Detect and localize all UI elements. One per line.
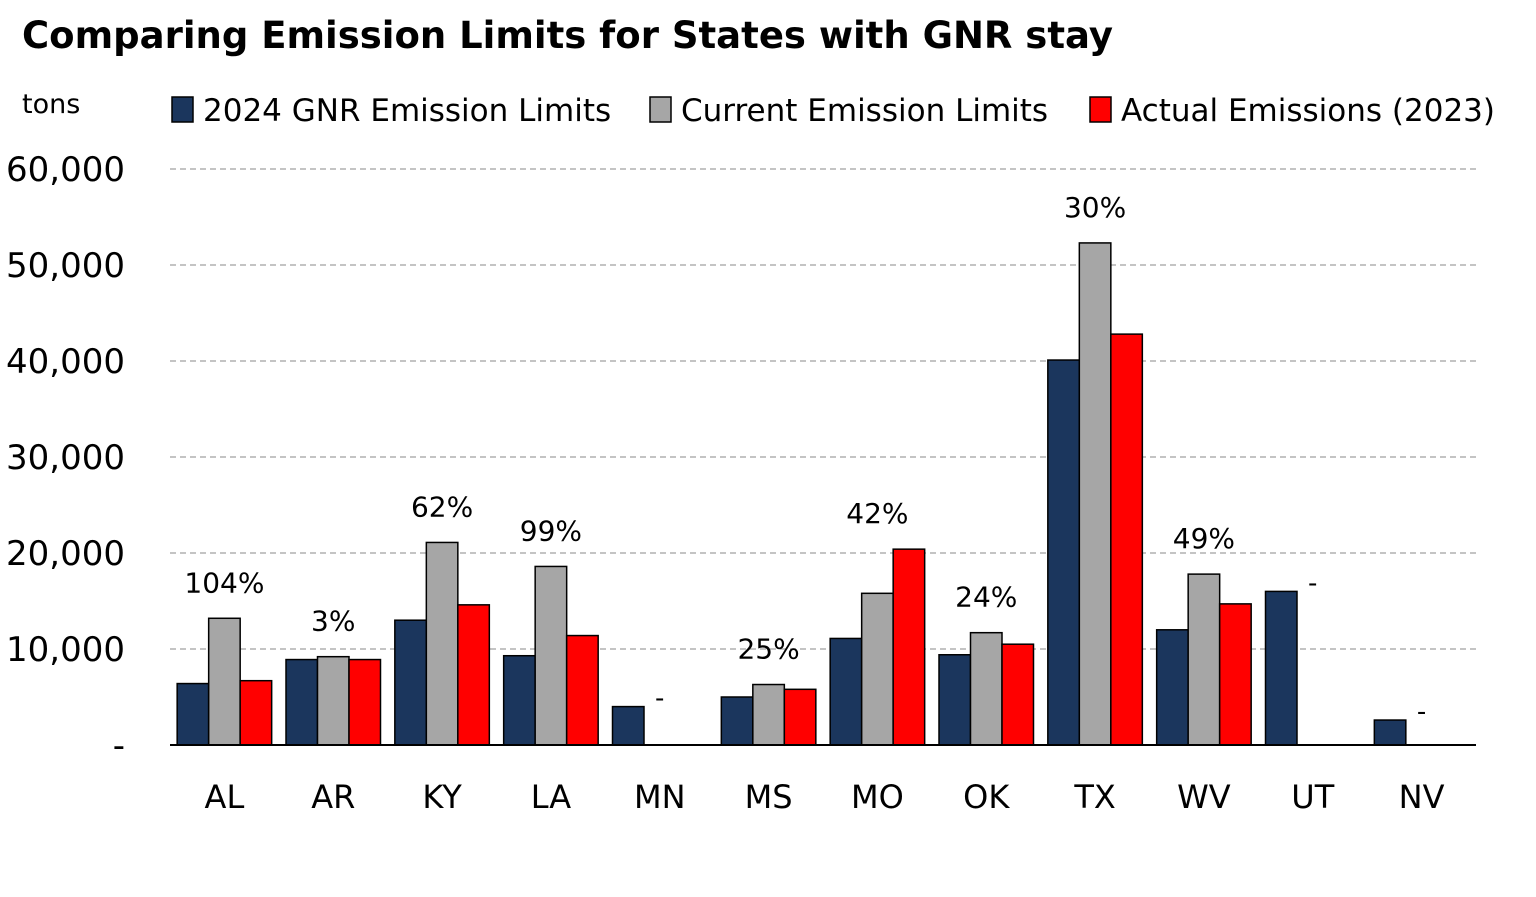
x-category-label: MO [851, 778, 904, 816]
x-category-label: KY [422, 778, 462, 816]
x-axis-categories: AL AR KY LA MN MS MO OK TX WV UT NV [205, 778, 1445, 816]
legend-label: Actual Emissions (2023) [1121, 93, 1495, 129]
legend-swatch [1089, 96, 1112, 123]
bar-mo-3 [892, 548, 926, 746]
bar-ky-2 [425, 541, 459, 746]
bar-nv-1 [1373, 719, 1407, 746]
annotation-ky: 62% [411, 490, 473, 523]
bar-ms-1 [720, 696, 754, 746]
gridlines [170, 168, 1476, 650]
bar-tx-3 [1110, 333, 1144, 746]
x-category-label: AL [205, 778, 245, 816]
bar-annotations: 104% 3% 62% 99% - 25% 42% 24% 30% 49% - - [184, 191, 1426, 727]
y-tick-label: 50,000 [6, 246, 125, 286]
bar-wv-3 [1218, 603, 1252, 746]
bar-ok-2 [969, 631, 1003, 746]
bar-ky-3 [457, 604, 491, 746]
bar-ar-2 [316, 655, 350, 746]
bar-al-3 [239, 679, 273, 746]
annotation-mn: - [655, 684, 664, 714]
bar-la-1 [502, 654, 536, 746]
bar-mn-1 [611, 705, 645, 746]
bar-wv-2 [1187, 573, 1221, 746]
bar-ar-1 [285, 658, 319, 746]
annotation-mo: 42% [846, 497, 908, 530]
y-tick-label: 20,000 [6, 534, 125, 574]
bar-ok-1 [938, 654, 972, 746]
bar-ky-1 [394, 619, 428, 746]
bar-ms-2 [752, 683, 786, 746]
x-category-label: MN [634, 778, 686, 816]
annotation-nv: - [1417, 697, 1426, 727]
x-category-label: WV [1177, 778, 1231, 816]
bar-ok-3 [1001, 643, 1035, 746]
x-category-label: TX [1073, 778, 1115, 816]
bar-mo-2 [860, 592, 894, 746]
bars [176, 242, 1407, 746]
x-category-label: NV [1399, 778, 1445, 816]
annotation-al: 104% [184, 566, 264, 599]
chart-title: Comparing Emission Limits for States wit… [22, 14, 1113, 57]
legend-swatch [171, 96, 194, 123]
bar-ar-3 [348, 658, 382, 746]
annotation-ut: - [1308, 568, 1317, 598]
y-tick-label: - [113, 726, 125, 766]
bar-ut-1 [1264, 590, 1298, 746]
annotation-ar: 3% [311, 605, 355, 638]
annotation-la: 99% [520, 514, 582, 547]
bar-wv-1 [1155, 629, 1189, 746]
bar-mo-1 [829, 637, 863, 746]
legend-swatch [649, 96, 672, 123]
bar-al-2 [207, 617, 241, 746]
y-axis-label: tons [22, 89, 80, 120]
annotation-wv: 49% [1173, 522, 1235, 555]
bar-tx-1 [1047, 359, 1081, 746]
y-tick-label: 30,000 [6, 438, 125, 478]
x-category-label: OK [963, 778, 1010, 816]
x-category-label: LA [531, 778, 572, 816]
x-category-label: MS [745, 778, 793, 816]
x-category-label: AR [311, 778, 355, 816]
bar-tx-2 [1078, 242, 1112, 746]
y-tick-label: 40,000 [6, 342, 125, 382]
annotation-ms: 25% [737, 633, 799, 666]
x-category-label: UT [1291, 778, 1334, 816]
bar-la-2 [534, 565, 568, 746]
annotation-ok: 24% [955, 581, 1017, 614]
bar-ms-3 [783, 688, 817, 746]
y-tick-label: 10,000 [6, 630, 125, 670]
bar-al-1 [176, 682, 210, 746]
annotation-tx: 30% [1064, 191, 1126, 224]
y-tick-label: 60,000 [6, 150, 125, 190]
bar-la-3 [565, 634, 599, 746]
legend: 2024 GNR Emission Limits Current Emission… [171, 93, 1495, 129]
legend-label: 2024 GNR Emission Limits [203, 93, 611, 129]
legend-label: Current Emission Limits [681, 93, 1048, 129]
y-axis-ticks: - 10,000 20,000 30,000 40,000 50,000 60,000 [6, 150, 125, 766]
